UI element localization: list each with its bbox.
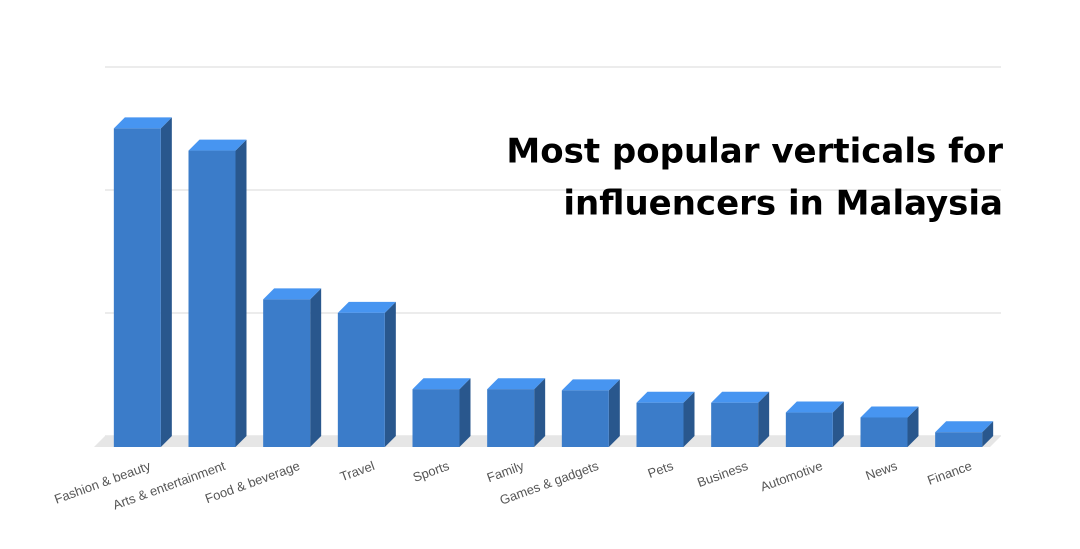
bar-side <box>907 406 919 447</box>
bar-side <box>384 301 396 447</box>
bar-top <box>636 391 695 403</box>
bar <box>711 402 759 447</box>
x-tick-label: News <box>864 458 900 483</box>
bar <box>337 312 385 447</box>
bar-top <box>113 117 172 129</box>
bar-top <box>263 288 322 300</box>
bar <box>860 417 908 447</box>
bar <box>487 389 535 447</box>
bar-top <box>785 401 844 413</box>
bar <box>636 402 684 447</box>
bar <box>113 128 161 447</box>
bar-side <box>683 391 695 447</box>
bar-top <box>935 421 994 433</box>
bar-top <box>487 378 546 390</box>
bar-top <box>412 378 471 390</box>
chart-title: Most popular verticals for <box>506 132 1003 172</box>
bar-side <box>160 117 172 448</box>
chart-title: influencers in Malaysia <box>563 184 1003 224</box>
bar <box>188 150 236 447</box>
bar <box>935 432 983 447</box>
floor <box>94 436 1001 447</box>
bar-top <box>337 301 396 313</box>
bar-top <box>188 139 247 151</box>
bar-top <box>561 379 620 391</box>
bar-side <box>608 379 620 447</box>
bar-side <box>310 288 322 447</box>
x-tick-label: Business <box>695 458 750 490</box>
bar-side <box>758 391 770 447</box>
bar-top <box>711 391 770 403</box>
x-tick-label: Automotive <box>758 458 824 494</box>
bar-side <box>534 378 546 447</box>
bar-side <box>832 401 844 447</box>
x-tick-label: Travel <box>338 458 377 484</box>
bar <box>561 390 609 447</box>
x-tick-label: Pets <box>646 458 676 481</box>
bar-side <box>235 139 247 447</box>
bar <box>785 412 833 447</box>
bar-top <box>860 406 919 418</box>
bar <box>263 299 311 447</box>
x-tick-label: Family <box>485 458 527 485</box>
x-tick-label: Finance <box>925 458 974 488</box>
bar <box>412 389 460 447</box>
bar-side <box>459 378 471 447</box>
x-tick-label: Sports <box>411 458 452 485</box>
bar-side <box>982 421 994 447</box>
